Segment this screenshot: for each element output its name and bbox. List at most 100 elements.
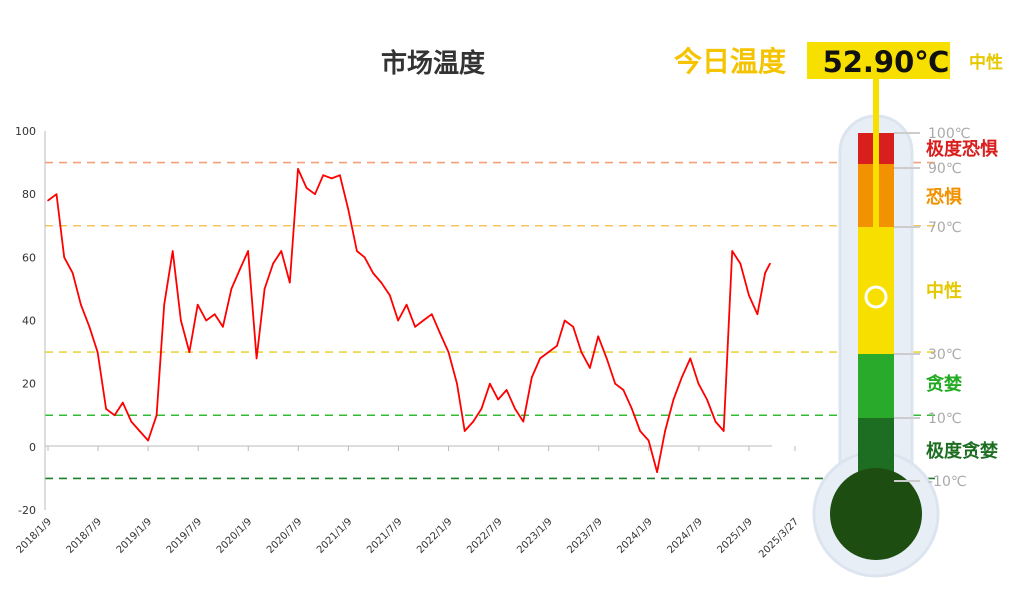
x-tick-label: 2021/7/9 <box>365 516 405 556</box>
scale-label: 100℃ <box>928 126 970 142</box>
data-point <box>263 288 266 290</box>
reading-value: 52.90℃ <box>823 45 950 79</box>
zone-label: 恐惧 <box>926 186 962 208</box>
data-point <box>196 303 199 306</box>
data-point <box>631 408 633 410</box>
today-temperature-label: 今日温度 <box>674 45 786 78</box>
y-tick-labels: 100 80 60 40 20 0 -20 <box>15 125 36 517</box>
data-point <box>414 326 416 328</box>
series-line <box>47 168 771 473</box>
x-tick-label: 2020/1/9 <box>215 516 255 556</box>
data-point <box>514 408 516 410</box>
data-point <box>63 256 65 259</box>
data-point <box>497 398 499 401</box>
data-point <box>330 177 333 180</box>
data-point <box>522 420 525 423</box>
data-point <box>731 250 734 252</box>
x-tick-label: 2024/1/9 <box>615 516 655 556</box>
data-point <box>489 382 491 385</box>
data-point <box>397 319 399 322</box>
series-layer <box>47 168 771 473</box>
data-point <box>155 414 158 417</box>
data-point <box>71 272 74 274</box>
data-point <box>563 319 566 322</box>
zone-label: 贪婪 <box>926 373 962 395</box>
data-point <box>113 414 116 417</box>
data-point <box>238 269 241 271</box>
data-point <box>614 382 616 385</box>
x-tick-label: 2022/1/9 <box>415 516 455 556</box>
data-point <box>430 313 433 315</box>
data-point <box>463 430 466 432</box>
data-point <box>314 193 316 195</box>
x-tick-labels: 2018/1/9 2018/7/9 2019/1/9 2019/7/9 2020/1/9… <box>15 446 801 560</box>
data-point <box>480 408 483 410</box>
data-point <box>539 357 541 360</box>
data-point <box>222 326 224 328</box>
reading-box <box>807 42 950 79</box>
data-point <box>213 313 216 315</box>
data-point <box>88 326 91 328</box>
x-tick-label: 2018/1/9 <box>15 516 55 556</box>
data-point <box>556 344 558 347</box>
x-tick-label: 2023/1/9 <box>515 516 555 556</box>
data-point <box>205 319 207 322</box>
data-point <box>96 351 99 353</box>
data-point <box>769 262 771 265</box>
x-tick-label: 2018/7/9 <box>65 516 105 556</box>
y-tick-label: 40 <box>22 315 36 328</box>
reading-marker <box>864 285 888 309</box>
data-point <box>347 209 350 211</box>
zone-band-3 <box>858 354 894 418</box>
data-point <box>531 376 533 379</box>
y-tick-label: 20 <box>22 378 36 391</box>
data-point <box>147 439 149 442</box>
data-point <box>689 357 692 360</box>
data-point <box>622 389 625 391</box>
y-tick-label: -20 <box>18 504 36 517</box>
data-point <box>380 281 383 284</box>
data-point <box>647 439 650 442</box>
scale-label: -10℃ <box>928 474 967 490</box>
x-tick-label: 2025/1/9 <box>716 516 756 556</box>
data-point <box>456 382 458 385</box>
data-point <box>447 351 450 353</box>
y-tick-label: 60 <box>22 251 36 264</box>
data-point <box>188 351 191 353</box>
data-point <box>697 382 700 385</box>
data-point <box>372 272 374 274</box>
data-point <box>547 351 550 353</box>
x-tick-label: 2019/1/9 <box>115 516 155 556</box>
data-point <box>180 319 182 322</box>
data-point <box>756 313 759 315</box>
data-point <box>163 303 166 306</box>
data-point <box>597 335 599 338</box>
data-point <box>339 174 341 177</box>
data-point <box>255 357 258 360</box>
axes <box>44 131 772 510</box>
data-point <box>272 262 274 265</box>
data-point <box>589 367 591 369</box>
y-tick-label: 0 <box>29 441 36 454</box>
y-tick-label: 100 <box>15 125 36 138</box>
data-point <box>505 389 508 391</box>
data-point <box>47 199 49 202</box>
data-point <box>322 174 325 177</box>
x-tick-label: 2024/7/9 <box>665 516 705 556</box>
zone-label: 中性 <box>926 280 962 302</box>
data-point <box>138 430 141 432</box>
data-point <box>363 256 366 259</box>
data-point <box>739 262 742 265</box>
data-point <box>672 398 675 401</box>
data-point <box>422 319 425 322</box>
x-tick-label: 2021/1/9 <box>315 516 355 556</box>
data-point <box>280 250 283 252</box>
data-point <box>748 294 750 297</box>
data-point <box>639 430 641 432</box>
data-point <box>572 326 575 328</box>
data-point <box>664 430 666 432</box>
data-point <box>722 430 725 432</box>
reading-state: 中性 <box>969 52 1003 73</box>
data-point <box>356 250 358 252</box>
